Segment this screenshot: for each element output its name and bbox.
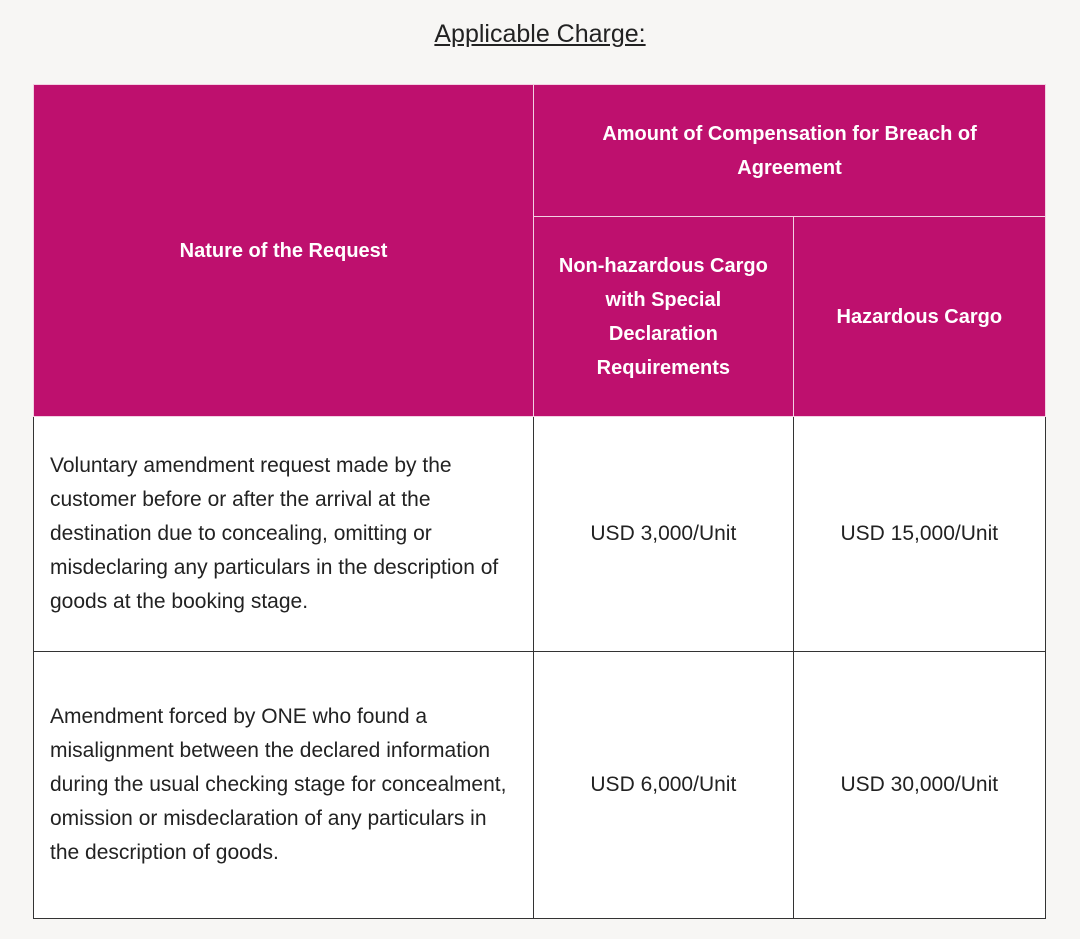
header-hazardous: Hazardous Cargo bbox=[792, 216, 1047, 417]
row-nature: Voluntary amendment request made by the … bbox=[32, 416, 535, 652]
row-nature: Amendment forced by ONE who found a misa… bbox=[32, 651, 535, 919]
row-non-hazardous: USD 3,000/Unit bbox=[533, 416, 794, 652]
row-non-hazardous: USD 6,000/Unit bbox=[533, 651, 794, 919]
header-amount: Amount of Compensation for Breach of Agr… bbox=[533, 84, 1046, 217]
page-title: Applicable Charge: bbox=[434, 20, 646, 48]
table-row: Voluntary amendment request made by the … bbox=[32, 416, 1047, 652]
row-hazardous: USD 15,000/Unit bbox=[792, 416, 1047, 652]
header-nature: Nature of the Request bbox=[32, 84, 535, 417]
charges-table: Nature of the Request Amount of Compensa… bbox=[32, 84, 1047, 919]
table-row: Amendment forced by ONE who found a misa… bbox=[32, 651, 1047, 919]
header-non-hazardous: Non-hazardous Cargo with Special Declara… bbox=[533, 216, 794, 417]
row-hazardous: USD 30,000/Unit bbox=[792, 651, 1047, 919]
